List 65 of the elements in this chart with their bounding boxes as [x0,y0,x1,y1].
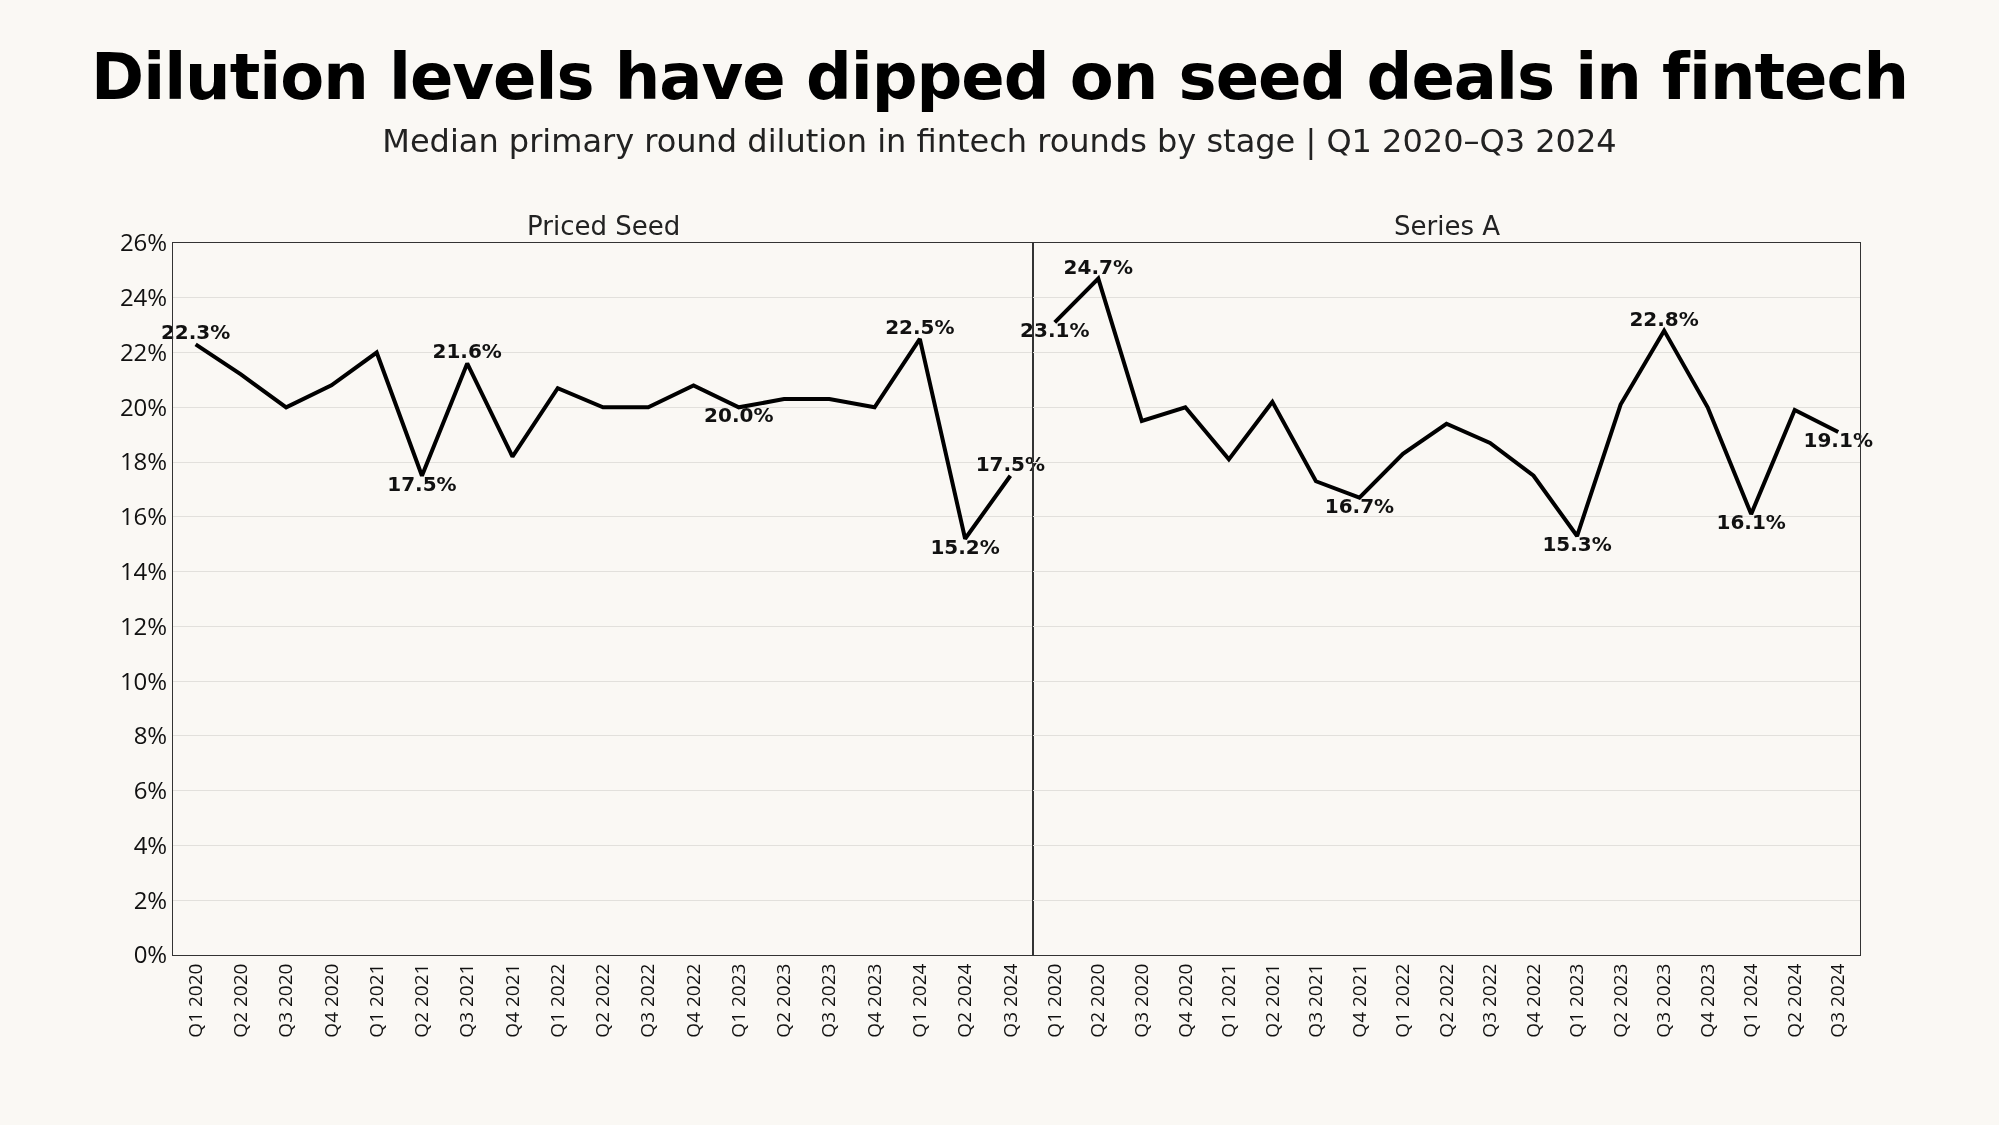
y-tick-label: 10% [119,663,168,697]
x-tick-label: Q4 2020 [317,963,344,1038]
y-tick-label: 2% [133,882,168,916]
x-tick-label: Q2 2023 [1606,963,1633,1038]
x-tick-label: Q1 2022 [543,963,570,1038]
data-label: 16.7% [1324,493,1395,518]
x-tick-label: Q2 2020 [227,963,254,1038]
x-tick-label: Q3 2022 [1476,963,1503,1038]
x-tick-label: Q3 2021 [1302,963,1329,1038]
data-label: 22.5% [885,314,955,339]
y-tick-label: 16% [119,499,168,533]
y-tick-label: 20% [119,389,168,423]
x-tick-label: Q1 2021 [362,963,389,1038]
x-tick-label: Q3 2020 [272,963,299,1038]
y-tick-label: 4% [133,827,168,861]
x-tick-label: Q1 2022 [1389,963,1416,1038]
x-tick-label: Q1 2024 [906,963,933,1038]
x-tick-label: Q3 2024 [1824,963,1851,1038]
y-tick-label: 26% [119,225,168,259]
chart-subtitle: Median primary round dilution in fintech rounds by stage | Q1 2020–Q3 2024 [381,122,1618,160]
x-tick-label: Q3 2024 [996,963,1023,1038]
x-tick-label: Q2 2024 [1780,963,1807,1038]
x-tick-label: Q4 2022 [1519,963,1546,1038]
data-label: 16.1% [1716,510,1786,535]
x-tick-label: Q3 2020 [1127,963,1154,1038]
y-tick-label: 12% [119,608,168,642]
y-tick-label: 0% [133,937,168,971]
x-tick-label: Q1 2024 [1737,963,1764,1038]
data-label: 17.5% [387,471,457,496]
y-tick-label: 8% [133,718,168,752]
y-tick-label: 6% [133,773,168,807]
x-tick-label: Q4 2023 [1693,963,1720,1038]
x-tick-label: Q3 2023 [815,963,842,1038]
data-label: 24.7% [1063,254,1133,279]
x-tick-label: Q4 2021 [498,963,525,1038]
x-tick-label: Q4 2022 [679,963,706,1038]
data-label: 15.2% [930,534,1000,559]
x-tick-label: Q1 2023 [1563,963,1590,1038]
y-tick-label: 18% [119,444,168,478]
x-tick-label: Q3 2023 [1650,963,1677,1038]
x-tick-label: Q2 2021 [408,963,435,1038]
x-tick-label: Q4 2021 [1345,963,1372,1038]
data-label: 20.0% [704,403,774,428]
data-label: 22.8% [1629,306,1699,331]
text: Priced Seed [527,211,681,241]
x-tick-label: Q2 2023 [770,963,797,1038]
x-tick-label: Q1 2020 [181,963,208,1038]
x-tick-label: Q3 2022 [634,963,661,1038]
x-tick-label: Q2 2021 [1258,963,1285,1038]
x-tick-label: Q2 2020 [1084,963,1111,1038]
x-tick-label: Q2 2022 [1432,963,1459,1038]
y-tick-label: 14% [119,554,168,588]
x-tick-label: Q4 2020 [1171,963,1198,1038]
x-tick-label: Q4 2023 [860,963,887,1038]
data-label: 21.6% [432,339,502,364]
x-tick-label: Q1 2020 [1040,963,1067,1038]
x-tick-label: Q2 2022 [589,963,616,1038]
x-tick-label: Q2 2024 [951,963,978,1038]
x-tick-label: Q1 2023 [724,963,751,1038]
x-tick-label: Q3 2021 [453,963,480,1038]
x-tick-label: Q1 2021 [1215,963,1242,1038]
y-tick-label: 24% [119,280,168,314]
text: Series A [1394,211,1501,241]
chart-title: Dilution levels have dipped on seed deals in fintech [90,40,1909,114]
data-label: 15.3% [1542,532,1612,557]
